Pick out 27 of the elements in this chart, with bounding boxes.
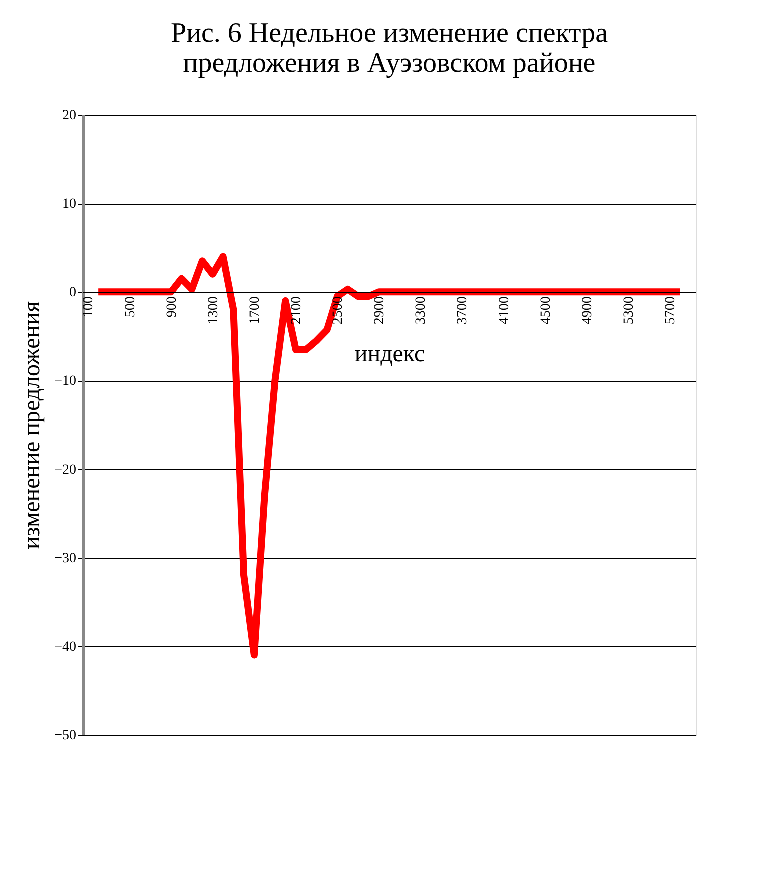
- y-axis-title: изменение предложения: [20, 301, 46, 550]
- x-tick-label: 5700: [664, 296, 679, 325]
- text: предложения в Ауэзовском районе: [183, 48, 596, 79]
- x-axis-title: индекс: [354, 342, 426, 368]
- x-tick-label: 5300: [622, 296, 637, 325]
- x-tick-label: 4900: [580, 296, 596, 325]
- y-tick-label: −50: [54, 728, 76, 744]
- x-tick-label: 2500: [331, 296, 346, 325]
- x-tick-label: 4100: [497, 296, 512, 325]
- x-tick-label: 3700: [456, 296, 471, 325]
- y-tick-label: 10: [62, 197, 76, 212]
- y-tick-label: −20: [54, 462, 76, 478]
- x-tick-label: 4500: [538, 296, 554, 325]
- y-tick-label: −40: [54, 640, 76, 655]
- x-tick-label: 900: [164, 296, 180, 318]
- y-tick-label: −10: [54, 374, 76, 390]
- x-tick-label: 500: [123, 296, 138, 318]
- x-tick-label: 1300: [206, 296, 222, 325]
- y-tick-label: 0: [70, 286, 76, 301]
- y-tick-label: 20: [62, 108, 76, 124]
- x-tick-label: 3300: [414, 296, 430, 325]
- x-tick-label: 2900: [372, 296, 388, 325]
- x-tick-label: 100: [82, 296, 97, 318]
- x-tick-label: 2100: [289, 296, 304, 325]
- x-tick-label: 1700: [248, 296, 263, 325]
- y-tick-label: −30: [54, 551, 76, 566]
- text: Рис. 6 Недельное изменение спектра: [170, 18, 608, 49]
